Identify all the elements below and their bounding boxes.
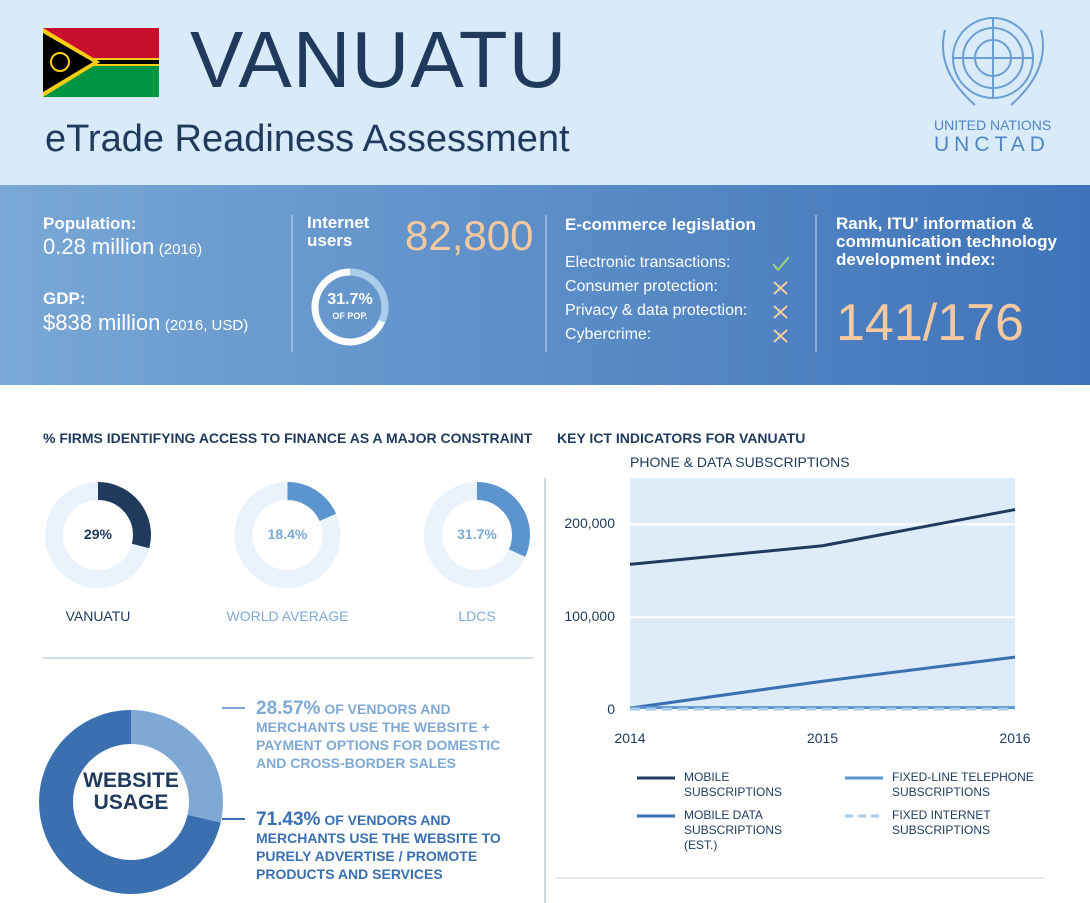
- percent: 71.43%: [256, 809, 321, 830]
- value-label: 29%: [83, 526, 113, 542]
- arc: [45, 482, 151, 588]
- center-label: WEBSITE USAGE: [83, 769, 179, 814]
- chart-title: KEY ICT INDICATORS FOR VANUATU: [557, 430, 806, 446]
- stats-band: [0, 185, 1090, 385]
- stat-value: 82,800: [405, 212, 534, 259]
- arc: [234, 482, 341, 588]
- note: (2016): [158, 241, 203, 258]
- category: OF VENDORS AND MERCHANTS USE THE WEBSITE…: [256, 812, 501, 882]
- value: $838 million: [43, 310, 161, 335]
- legislation-item: Electronic transactions:: [565, 254, 731, 271]
- header-bg: [0, 0, 1090, 185]
- un-logo: [942, 17, 1044, 106]
- legislation-item: Cybercrime:: [565, 326, 652, 343]
- stat-value: 0.28 million (2016): [43, 234, 202, 260]
- y-tick-label: 0: [607, 701, 615, 717]
- arc: [424, 482, 530, 588]
- series-line: [629, 508, 1016, 566]
- stat-label: Internet users: [307, 213, 370, 250]
- section-title: Rank, ITU' information & communication t…: [836, 214, 1058, 269]
- x-tick-label: 2016: [999, 730, 1031, 746]
- value-label: 31.7%: [457, 526, 497, 542]
- cross-icon: [773, 281, 788, 295]
- stat-label: GDP:: [43, 289, 86, 308]
- y-tick-label: 200,000: [564, 515, 615, 532]
- arc: [39, 710, 223, 894]
- category-label: LDCS: [458, 608, 496, 624]
- legend-label: MOBILE DATA SUBSCRIPTIONS (EST.): [684, 808, 783, 852]
- legend-label: FIXED INTERNET SUBSCRIPTIONS: [892, 808, 991, 837]
- section-title: E-commerce legislation: [565, 215, 756, 234]
- category-label: WORLD AVERAGE: [226, 608, 349, 624]
- value: 0.28 million: [43, 234, 155, 259]
- chart-title: % FIRMS IDENTIFYING ACCESS TO FINANCE AS…: [43, 430, 533, 446]
- org-short: UNCTAD: [934, 133, 1050, 156]
- legislation-item: Consumer protection:: [565, 278, 718, 295]
- x-tick-label: 2014: [614, 730, 646, 746]
- share-label: 31.7%: [327, 291, 373, 308]
- legislation-item: Privacy & data protection:: [565, 302, 748, 319]
- series-line: [629, 655, 1016, 710]
- category-label: VANUATU: [65, 608, 131, 624]
- flag: [43, 28, 159, 97]
- stat-label: Population:: [43, 214, 137, 233]
- plot-bg: [630, 478, 1015, 710]
- org: UNITED NATIONS: [934, 117, 1052, 133]
- y-tick-label: 100,000: [564, 608, 615, 625]
- legend-label: MOBILE SUBSCRIPTIONS: [684, 770, 783, 799]
- category: OF VENDORS AND MERCHANTS USE THE WEBSITE…: [256, 701, 501, 771]
- percent: 28.57%: [256, 698, 321, 719]
- legend-text: 71.43% OF VENDORS AND MERCHANTS USE THE …: [256, 809, 506, 883]
- legend-text: 28.57% OF VENDORS AND MERCHANTS USE THE …: [256, 698, 506, 772]
- stat-value: $838 million (2016, USD): [43, 310, 248, 336]
- value-label: 18.4%: [267, 526, 308, 542]
- x-tick-label: 2015: [806, 730, 839, 746]
- title: VANUATU: [190, 15, 568, 104]
- note: (2016, USD): [164, 317, 249, 334]
- arc: [311, 268, 389, 346]
- check-icon: [772, 256, 790, 272]
- cross-icon: [773, 305, 788, 319]
- subtitle: eTrade Readiness Assessment: [45, 118, 570, 160]
- chart-subtitle: PHONE & DATA SUBSCRIPTIONS: [630, 454, 850, 470]
- rank-value: 141/176: [836, 294, 1024, 352]
- legend-label: FIXED-LINE TELEPHONE SUBSCRIPTIONS: [892, 770, 1034, 799]
- cross-icon: [773, 329, 788, 343]
- share-note: OF POP.: [332, 311, 368, 321]
- dividers: [291, 215, 817, 352]
